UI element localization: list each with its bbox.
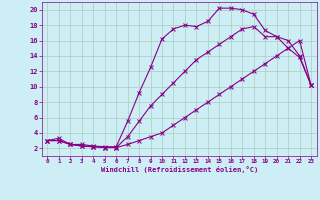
X-axis label: Windchill (Refroidissement éolien,°C): Windchill (Refroidissement éolien,°C) xyxy=(100,166,258,173)
